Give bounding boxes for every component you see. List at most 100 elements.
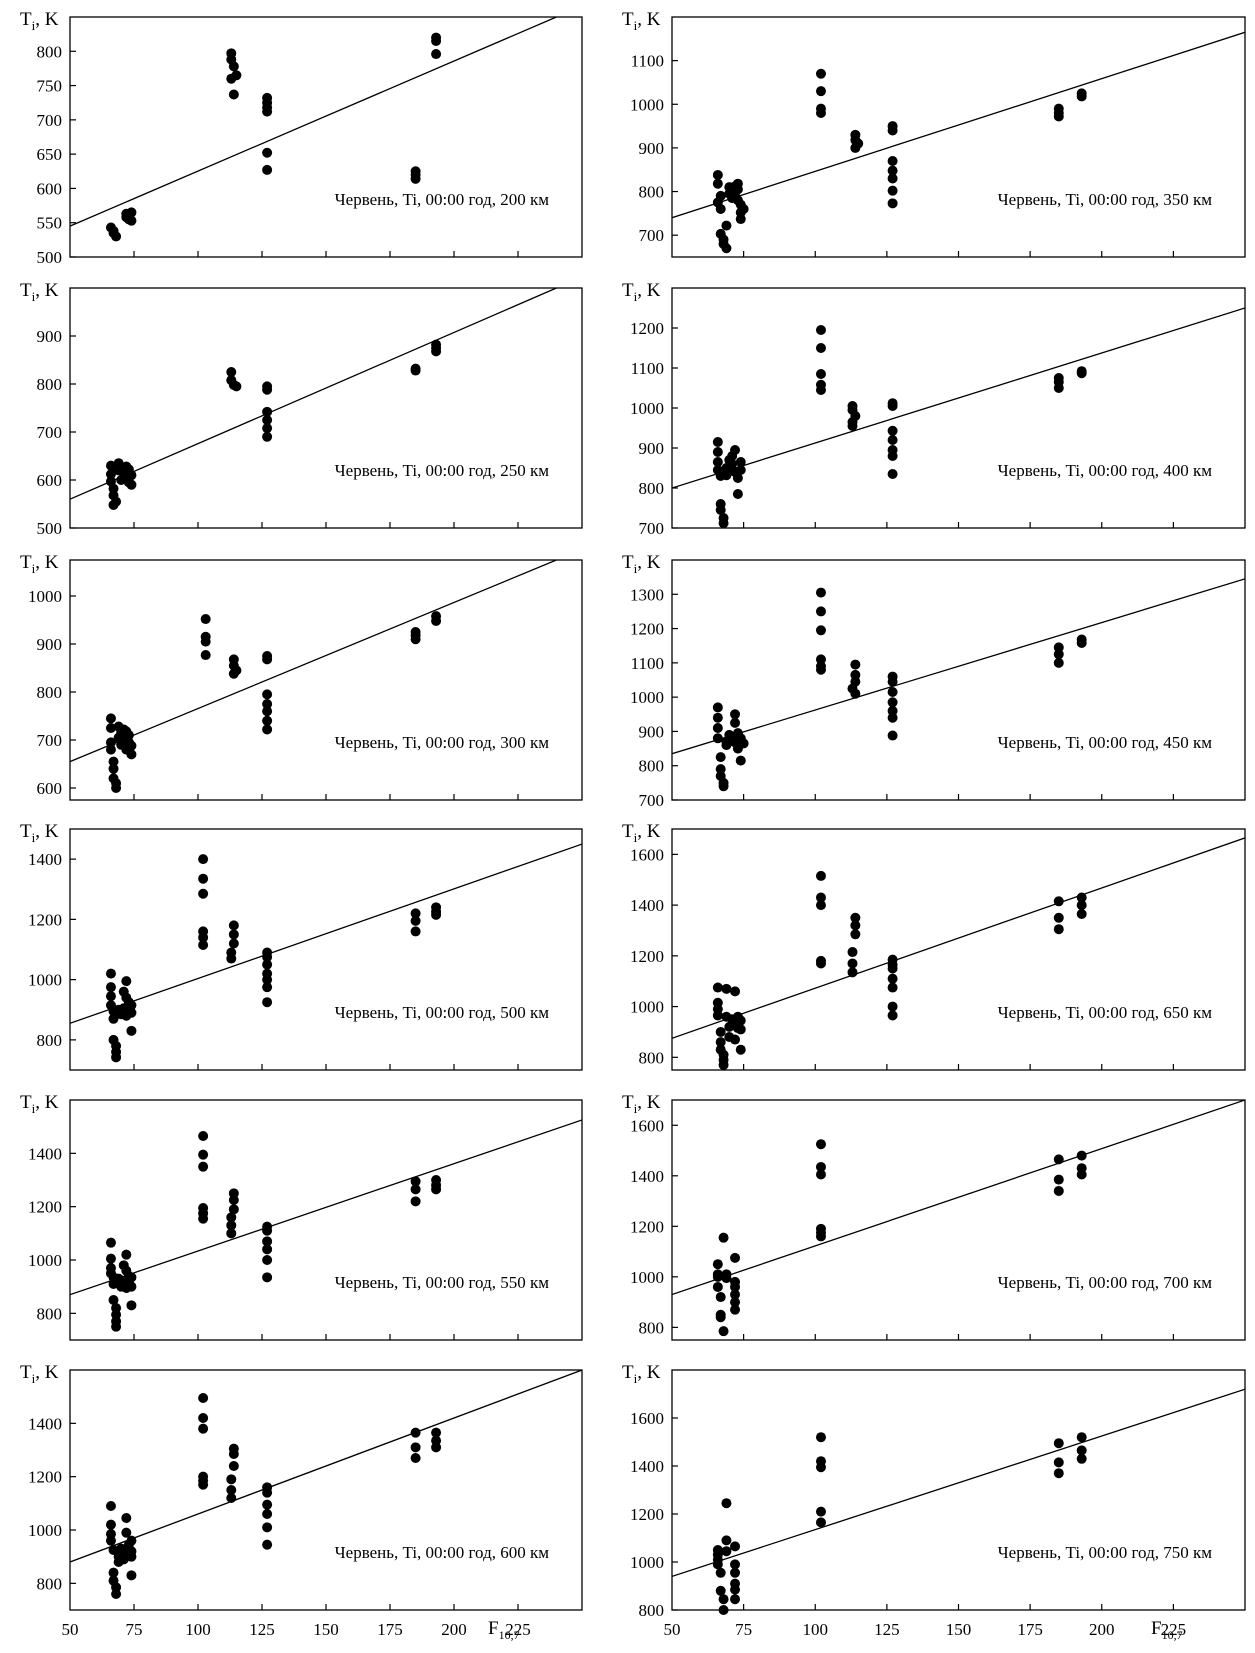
- y-tick-label: 800: [37, 683, 63, 702]
- x-tick-label: 200: [441, 1620, 467, 1639]
- data-point: [735, 1015, 746, 1026]
- data-point: [228, 1204, 239, 1215]
- data-point: [200, 650, 211, 661]
- data-point: [105, 982, 116, 993]
- y-tick-label: 1100: [631, 52, 664, 71]
- y-tick-label: 1000: [630, 95, 664, 114]
- data-point: [815, 1139, 826, 1150]
- plot-frame: [671, 287, 1246, 529]
- data-point: [105, 713, 116, 724]
- y-tick-label: 800: [37, 375, 63, 394]
- data-point: [815, 664, 826, 675]
- data-point: [887, 425, 898, 436]
- x-tick-label: 225: [1161, 1620, 1187, 1639]
- data-point: [228, 929, 239, 940]
- trend-line: [672, 837, 1245, 1039]
- data-point: [887, 963, 898, 974]
- y-tick-label: 700: [639, 519, 665, 538]
- data-point: [262, 1225, 273, 1236]
- data-point: [1076, 1453, 1087, 1464]
- data-point: [721, 220, 732, 231]
- x-tick-label: 225: [505, 1620, 531, 1639]
- data-point: [887, 1001, 898, 1012]
- data-point: [198, 1423, 209, 1434]
- data-point: [730, 1584, 741, 1595]
- data-point: [1053, 642, 1064, 653]
- data-point: [815, 325, 826, 335]
- y-axis-label: Ti, K: [622, 552, 661, 576]
- data-point: [228, 938, 239, 949]
- data-point: [226, 1485, 237, 1495]
- data-point: [198, 1213, 209, 1224]
- data-point: [738, 204, 749, 214]
- data-point: [1053, 1468, 1064, 1479]
- y-tick-label: 1000: [28, 1521, 62, 1540]
- y-tick-label: 1300: [630, 585, 664, 604]
- data-point: [108, 1295, 119, 1305]
- data-point: [262, 974, 273, 985]
- data-point: [410, 908, 421, 919]
- data-point: [105, 1253, 116, 1264]
- y-tick-label: 800: [37, 1031, 63, 1050]
- x-tick-label: 100: [185, 1620, 211, 1639]
- plot-frame: [69, 1099, 583, 1341]
- data-point: [815, 654, 826, 665]
- trend-line: [672, 1100, 1245, 1296]
- plot-frame: [69, 287, 583, 529]
- trend-line: [70, 1370, 582, 1563]
- data-point: [262, 699, 273, 709]
- data-point: [262, 952, 273, 963]
- y-tick-label: 1400: [28, 1144, 62, 1163]
- x-tick-label: 200: [1089, 1620, 1115, 1639]
- y-axis-label: Ti, K: [622, 1362, 661, 1386]
- data-point: [715, 752, 726, 763]
- data-point: [228, 61, 239, 72]
- data-point: [1053, 383, 1064, 393]
- data-point: [111, 496, 122, 507]
- data-point: [226, 367, 237, 377]
- x-tick-label: 50: [664, 1620, 681, 1639]
- data-point: [198, 939, 209, 950]
- scatter-panel-6: 700 800 900 1000 1100 1200 1300 Ti, K Червень, T…: [622, 552, 1246, 810]
- scatter-panel-11: 800 1000 1200 1400 50 75 100 125 150 175 200 225F10…: [20, 1362, 583, 1642]
- data-point: [1053, 1154, 1064, 1165]
- trend-line: [70, 843, 582, 1024]
- y-tick-label: 800: [639, 757, 665, 776]
- data-point: [721, 243, 732, 254]
- data-point: [715, 1567, 726, 1578]
- y-tick-label: 1000: [28, 971, 62, 990]
- y-tick-label: 1200: [28, 910, 62, 929]
- data-point: [887, 156, 898, 166]
- data-point: [121, 1513, 132, 1523]
- plot-frame: [69, 16, 583, 258]
- data-point: [1053, 912, 1064, 923]
- data-point: [126, 1272, 137, 1283]
- data-point: [262, 1255, 273, 1265]
- panel-annotation: Червень, Ti, 00:00 год, 600 км: [335, 1543, 550, 1562]
- y-tick-label: 1600: [630, 1116, 664, 1135]
- data-point: [815, 68, 826, 79]
- data-point: [847, 958, 858, 969]
- data-point: [887, 198, 898, 209]
- data-point: [198, 1161, 209, 1172]
- data-point: [1076, 1150, 1087, 1161]
- y-tick-label: 800: [639, 1601, 665, 1620]
- data-point: [735, 457, 746, 467]
- data-point: [850, 929, 861, 940]
- trend-line: [70, 560, 557, 763]
- data-point: [735, 214, 746, 225]
- data-point: [226, 1220, 237, 1231]
- data-point: [198, 873, 209, 884]
- x-tick-label: 75: [126, 1620, 143, 1639]
- data-point: [715, 1292, 726, 1303]
- data-point: [887, 469, 898, 479]
- data-point: [431, 36, 442, 46]
- data-point: [262, 147, 273, 158]
- data-point: [732, 489, 743, 499]
- data-point: [730, 1567, 741, 1578]
- data-point: [850, 920, 861, 931]
- data-point: [262, 1499, 273, 1510]
- data-point: [887, 165, 898, 176]
- data-point: [815, 1517, 826, 1528]
